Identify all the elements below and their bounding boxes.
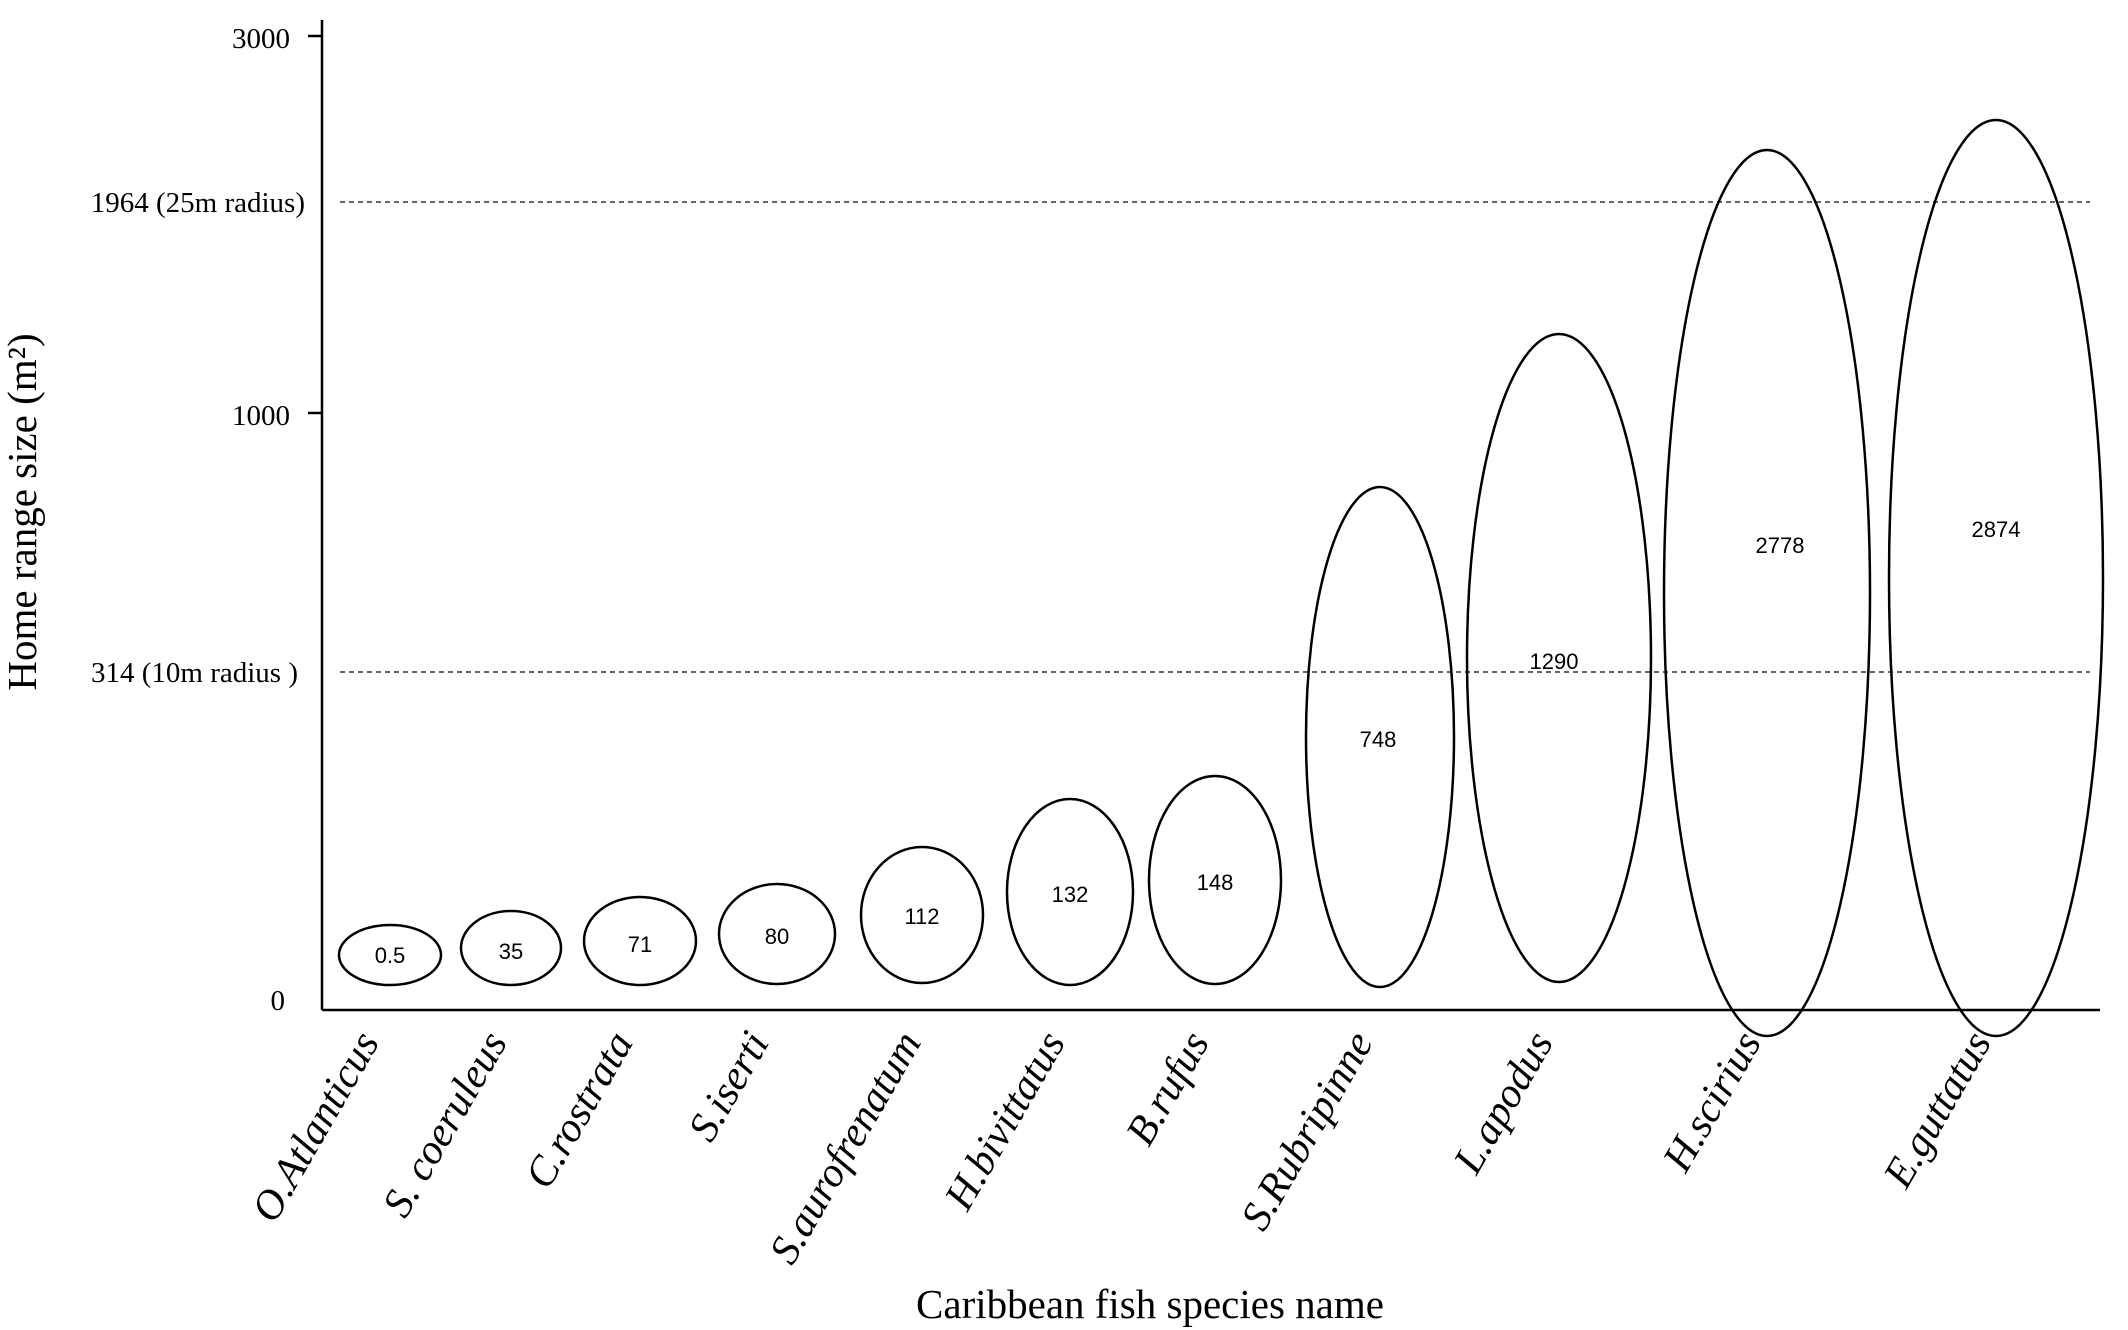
ytick-label-0: 0 [271,985,286,1017]
ytick-label-1000: 1000 [232,400,290,432]
bubble-1 [459,909,563,987]
value-label-8: 1290 [1530,649,1579,674]
category-label-4: S.aurofrenatum [761,1024,931,1272]
value-label-7: 748 [1360,727,1397,752]
bubble-10 [1887,118,2105,1038]
bubble-2 [582,895,698,987]
x-axis-title: Caribbean fish species name [916,1281,1384,1327]
value-label-9: 2778 [1756,533,1805,558]
value-label-10: 2874 [1972,517,2021,542]
y-axis-title: Home range size (m²) [0,333,45,690]
bubble-3 [717,882,837,986]
value-label-3: 80 [765,924,789,949]
value-label-1: 35 [499,939,523,964]
value-label-5: 132 [1052,882,1089,907]
category-label-7: S.Rubripinne [1233,1024,1383,1238]
category-label-6: B.rufus [1118,1024,1219,1153]
ytick-label-1964: 1964 (25m radius) [91,187,305,219]
category-label-5: H.bivittatus [936,1024,1075,1219]
bubble-8 [1465,332,1653,984]
category-label-8: L.apodus [1445,1024,1563,1182]
value-label-0: 0.5 [375,943,406,968]
category-label-9: H.scirius [1654,1024,1771,1180]
value-label-4: 112 [904,904,939,929]
bubble-5 [1005,797,1135,987]
bubble-7 [1304,485,1456,989]
value-label-2: 71 [628,932,652,957]
category-label-1: S. coeruleus [374,1024,516,1225]
ytick-label-3000: 3000 [232,23,290,55]
bubble-9 [1662,148,1872,1038]
category-label-10: E.guttatus [1875,1024,2001,1196]
data-marks: 0.5 O.Atlanticus 35 S. coeruleus 71 C.rostrat… [243,118,2105,1272]
bubble-6 [1147,774,1283,986]
category-label-0: O.Atlanticus [243,1024,388,1230]
ytick-label-314: 314 (10m radius ) [91,657,298,689]
category-label-3: S.iserti [680,1024,779,1149]
bubble-0 [337,923,443,987]
category-label-2: C.rostrata [517,1024,643,1196]
bubble-4 [859,845,985,985]
value-label-6: 148 [1197,870,1234,895]
